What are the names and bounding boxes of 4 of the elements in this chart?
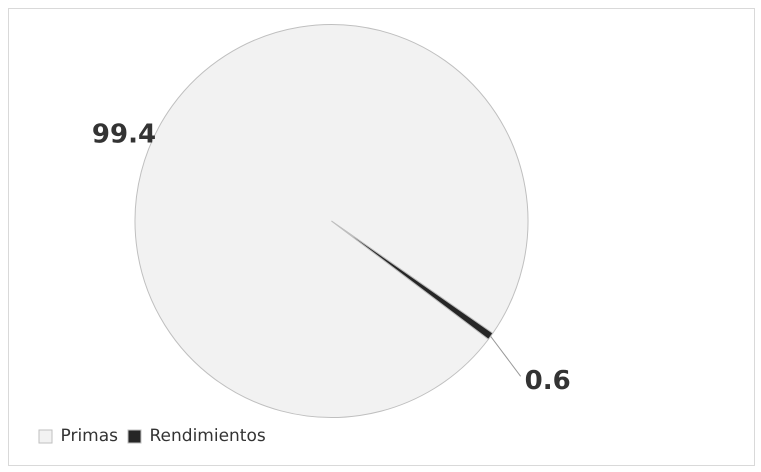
legend-label: Primas	[60, 426, 118, 446]
legend-label: Rendimientos	[150, 426, 266, 446]
data-label: 99.4	[92, 119, 156, 150]
data-label: 0.6	[524, 366, 571, 396]
